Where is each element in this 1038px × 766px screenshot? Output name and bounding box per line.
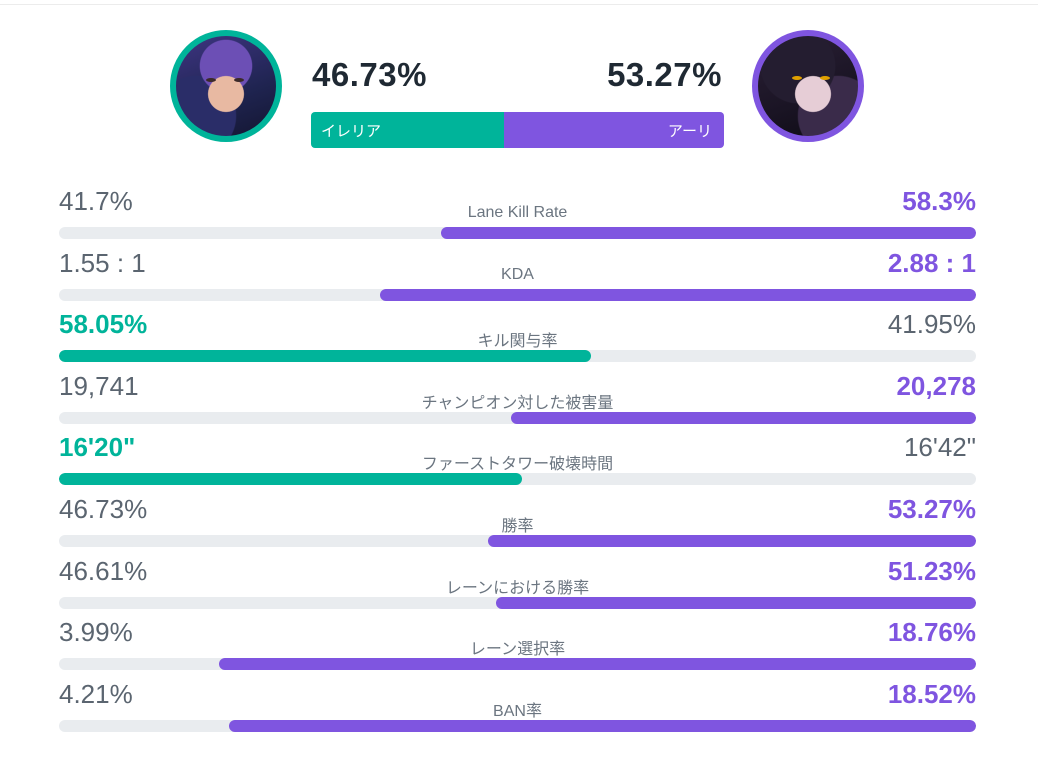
- stat-right-value: 41.95%: [887, 309, 976, 340]
- stat-label: レーンにおける勝率: [445, 579, 590, 597]
- stat-row: 1.55 : 1 KDA 2.88 : 1: [59, 242, 976, 304]
- stat-label: ファーストタワー破壊時間: [421, 456, 614, 474]
- stat-left-value: 1.55 : 1: [59, 247, 146, 278]
- stat-left-fill: [59, 473, 523, 486]
- stat-row: 46.73% 勝率 53.27%: [59, 488, 976, 550]
- matchup-header: 46.73% 53.27% イレリア アーリ: [0, 0, 1038, 170]
- stat-right-value: 18.76%: [887, 617, 976, 648]
- stat-right-fill: [495, 596, 976, 609]
- stat-right-fill: [487, 534, 976, 547]
- stat-right-fill: [511, 411, 976, 424]
- stat-comparison-track: [59, 473, 976, 486]
- stat-comparison-track: [59, 719, 976, 732]
- stat-comparison-track: [59, 534, 976, 547]
- stat-row: 19,741 チャンピオン対した被害量 20,278: [59, 365, 976, 427]
- stat-left-fill: [59, 350, 592, 363]
- stat-left-value: 58.05%: [59, 309, 148, 340]
- stat-comparison-track: [59, 658, 976, 671]
- stat-left-value: 3.99%: [59, 617, 133, 648]
- stat-row: 4.21% BAN率 18.52%: [59, 673, 976, 735]
- stat-left-value: 19,741: [59, 370, 139, 401]
- stat-right-value: 51.23%: [887, 555, 976, 586]
- stat-comparison-track: [59, 411, 976, 424]
- stat-right-value: 2.88 : 1: [887, 247, 976, 278]
- stat-row: 41.7% Lane Kill Rate 58.3%: [59, 180, 976, 242]
- stat-left-value: 46.73%: [59, 493, 148, 524]
- stat-right-value: 16'42": [903, 432, 976, 463]
- right-champion-avatar[interactable]: [752, 30, 864, 142]
- stat-row: 16'20" ファーストタワー破壊時間 16'42": [59, 426, 976, 488]
- stat-comparison-track: [59, 227, 976, 239]
- stat-left-value: 16'20": [59, 432, 136, 463]
- stat-label: レーン選択率: [469, 641, 566, 659]
- stat-label: チャンピオン対した被害量: [421, 394, 614, 412]
- stat-right-value: 20,278: [896, 370, 976, 401]
- stat-right-fill: [228, 719, 976, 732]
- stat-label: BAN率: [493, 702, 542, 720]
- left-avatar-eye-icon: [206, 78, 216, 82]
- left-champion-avatar[interactable]: [170, 30, 282, 142]
- right-champion-name[interactable]: アーリ: [503, 112, 724, 148]
- stat-label: キル関与率: [477, 333, 558, 351]
- stat-right-value: 18.52%: [887, 678, 976, 709]
- right-avatar-eye-icon: [792, 76, 802, 80]
- stat-row: 3.99% レーン選択率 18.76%: [59, 611, 976, 673]
- right-avatar-eye-icon: [820, 76, 830, 80]
- stat-row: 58.05% キル関与率 41.95%: [59, 303, 976, 365]
- stat-label: Lane Kill Rate: [467, 204, 568, 221]
- stat-right-fill: [379, 288, 976, 301]
- stat-comparison-track: [59, 288, 976, 301]
- left-champion-name[interactable]: イレリア: [311, 112, 504, 148]
- right-win-rate: 53.27%: [607, 56, 722, 93]
- stat-label: KDA: [501, 265, 534, 283]
- stat-comparison-track: [59, 350, 976, 363]
- stats-comparison-list: 41.7% Lane Kill Rate 58.3% 1.55 : 1 KDA 2.88 …: [59, 180, 976, 734]
- left-win-rate: 46.73%: [312, 56, 427, 93]
- stat-left-value: 4.21%: [59, 678, 133, 709]
- win-rate-comparison-bar: イレリア アーリ: [311, 112, 724, 148]
- stat-left-value: 46.61%: [59, 555, 148, 586]
- stat-right-value: 53.27%: [887, 493, 976, 524]
- stat-left-value: 41.7%: [59, 186, 133, 216]
- stat-row: 46.61% レーンにおける勝率 51.23%: [59, 550, 976, 612]
- stat-right-fill: [441, 227, 976, 239]
- stat-comparison-track: [59, 596, 976, 609]
- stat-right-fill: [219, 658, 976, 671]
- stat-label: 勝率: [501, 517, 534, 535]
- top-divider: [0, 0, 1038, 5]
- stat-right-value: 58.3%: [902, 186, 976, 216]
- left-avatar-eye-icon: [234, 78, 244, 82]
